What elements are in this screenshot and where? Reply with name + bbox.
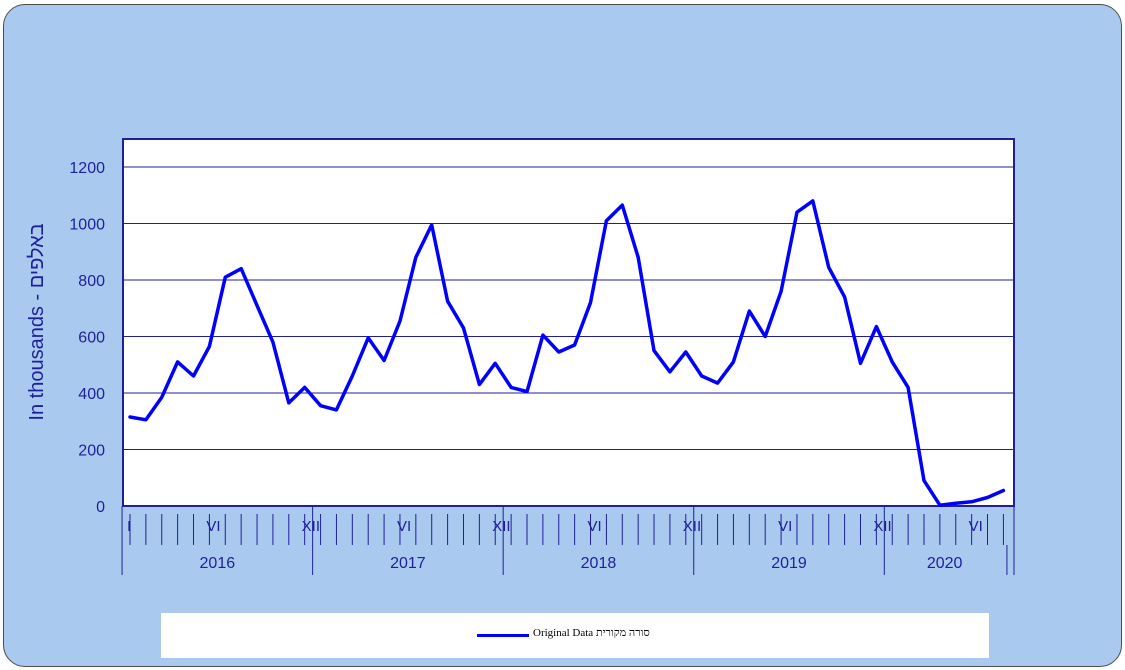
data-point	[541, 333, 545, 337]
data-point	[732, 360, 735, 364]
data-point	[970, 500, 973, 503]
month-label: XII	[683, 518, 701, 535]
data-point	[478, 383, 481, 386]
y-tick-label: 400	[78, 386, 105, 403]
data-point	[827, 266, 830, 269]
data-point	[176, 360, 179, 364]
data-point	[652, 349, 656, 352]
data-point	[255, 304, 259, 307]
data-point	[208, 345, 211, 348]
month-label: VI	[397, 518, 411, 535]
data-point	[621, 203, 624, 207]
year-label: 2018	[581, 555, 617, 572]
data-point	[414, 256, 418, 259]
data-point	[986, 496, 989, 499]
data-point	[192, 374, 195, 378]
data-point	[843, 295, 846, 299]
data-point	[589, 301, 592, 304]
month-label: I	[127, 518, 131, 535]
y-tick-label: 600	[78, 330, 105, 347]
data-point	[922, 479, 926, 482]
year-label: 2017	[390, 555, 426, 572]
data-point	[303, 386, 306, 389]
data-point	[224, 275, 227, 279]
month-label: XII	[302, 518, 320, 535]
data-point	[684, 350, 687, 354]
month-label: VI	[778, 518, 792, 535]
data-point	[398, 319, 402, 323]
data-point	[509, 386, 513, 389]
year-label: 2019	[771, 555, 807, 572]
month-label: XII	[873, 518, 891, 535]
plot-area	[122, 138, 1015, 507]
data-point	[875, 325, 878, 328]
data-point	[1002, 489, 1005, 492]
data-point	[636, 256, 640, 259]
data-point	[859, 362, 862, 365]
data-point	[764, 335, 767, 338]
y-tick-label: 1000	[69, 217, 105, 234]
legend-line-swatch	[477, 634, 529, 637]
data-point	[335, 408, 338, 412]
year-label: 2020	[927, 555, 963, 572]
data-point	[668, 370, 672, 374]
data-point	[367, 336, 370, 340]
data-point	[462, 326, 465, 330]
data-point	[382, 359, 386, 362]
data-point	[795, 211, 799, 214]
line-chart: 0 200 400 600 800 1000 1200 In thousands - באלפ…	[26, 138, 1015, 575]
year-label: 2016	[200, 555, 236, 572]
data-point	[144, 418, 148, 422]
data-point	[700, 374, 703, 378]
legend-label: Original Data סורה מקורית	[533, 627, 650, 639]
data-point	[557, 350, 560, 354]
data-point	[811, 199, 815, 203]
data-point	[446, 299, 449, 303]
data-point	[319, 404, 322, 407]
data-point	[271, 340, 275, 344]
data-point	[430, 223, 433, 227]
data-point	[954, 501, 957, 505]
data-point	[748, 309, 751, 313]
month-label: VI	[588, 518, 602, 535]
data-point	[128, 415, 132, 419]
data-point	[573, 343, 576, 347]
y-tick-label: 1200	[69, 160, 105, 177]
month-label: VI	[969, 518, 983, 535]
month-label: VI	[206, 518, 220, 535]
data-point	[605, 219, 608, 222]
data-point	[525, 390, 529, 393]
data-point	[891, 360, 894, 364]
data-point	[160, 396, 163, 399]
data-point	[494, 362, 497, 365]
y-tick-label: 0	[96, 499, 105, 516]
data-point	[938, 503, 942, 507]
data-point	[239, 267, 243, 270]
data-point	[779, 290, 783, 293]
legend: Original Data סורה מקורית	[161, 613, 989, 658]
data-point	[351, 374, 354, 378]
chart-frame: 0 200 400 600 800 1000 1200 In thousands - באלפ…	[3, 4, 1122, 667]
y-tick-label: 200	[78, 443, 105, 460]
y-tick-label: 800	[78, 273, 105, 290]
month-label: XII	[492, 518, 510, 535]
y-axis-label: In thousands - באלפים	[26, 223, 48, 420]
data-point	[287, 401, 290, 405]
data-point	[716, 381, 719, 385]
series-line-original-data	[128, 199, 1006, 507]
data-point	[906, 386, 910, 389]
